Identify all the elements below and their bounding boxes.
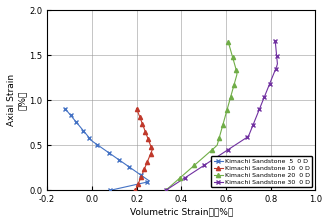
Y-axis label: Axial Strain
（%）: Axial Strain （%） — [7, 74, 26, 126]
Kimachi Sandstone  5  0 D — [107, 152, 111, 154]
Kimachi Sandstone 20  0 D — [234, 68, 238, 71]
Kimachi Sandstone 30  0 D — [263, 95, 266, 98]
Kimachi Sandstone 20  0 D — [221, 124, 225, 126]
Kimachi Sandstone 20  0 D — [226, 41, 230, 43]
Kimachi Sandstone 20  0 D — [231, 56, 235, 58]
Kimachi Sandstone 10  0 D — [149, 146, 153, 148]
Kimachi Sandstone 20  0 D — [232, 83, 236, 86]
Kimachi Sandstone  5  0 D — [139, 174, 143, 176]
Kimachi Sandstone 30  0 D — [274, 68, 278, 70]
X-axis label: Volumetric Strain　（%）: Volumetric Strain （%） — [130, 207, 233, 216]
Kimachi Sandstone 20  0 D — [192, 164, 196, 167]
Kimachi Sandstone 20  0 D — [178, 176, 182, 179]
Kimachi Sandstone 30  0 D — [245, 136, 249, 138]
Kimachi Sandstone  5  0 D — [87, 136, 91, 139]
Kimachi Sandstone 10  0 D — [135, 107, 139, 110]
Line: Kimachi Sandstone 30  0 D: Kimachi Sandstone 30 0 D — [164, 39, 279, 192]
Kimachi Sandstone  5  0 D — [145, 181, 149, 184]
Kimachi Sandstone  5  0 D — [75, 121, 79, 124]
Kimachi Sandstone 30  0 D — [267, 83, 271, 85]
Kimachi Sandstone 10  0 D — [143, 131, 147, 133]
Line: Kimachi Sandstone  5  0 D: Kimachi Sandstone 5 0 D — [63, 106, 149, 192]
Kimachi Sandstone 20  0 D — [164, 189, 167, 192]
Kimachi Sandstone  5  0 D — [127, 165, 131, 168]
Kimachi Sandstone 30  0 D — [164, 189, 167, 192]
Kimachi Sandstone 10  0 D — [138, 116, 142, 118]
Kimachi Sandstone 10  0 D — [136, 182, 140, 185]
Line: Kimachi Sandstone 10  0 D: Kimachi Sandstone 10 0 D — [133, 106, 153, 192]
Kimachi Sandstone 10  0 D — [139, 176, 143, 178]
Kimachi Sandstone 20  0 D — [225, 109, 229, 111]
Line: Kimachi Sandstone 20  0 D: Kimachi Sandstone 20 0 D — [164, 40, 238, 192]
Kimachi Sandstone 30  0 D — [251, 123, 255, 126]
Kimachi Sandstone 20  0 D — [210, 149, 214, 151]
Kimachi Sandstone 30  0 D — [202, 164, 206, 166]
Kimachi Sandstone 20  0 D — [217, 136, 221, 139]
Kimachi Sandstone 30  0 D — [183, 176, 187, 179]
Kimachi Sandstone 30  0 D — [226, 149, 230, 151]
Kimachi Sandstone  5  0 D — [63, 107, 67, 110]
Kimachi Sandstone 10  0 D — [142, 167, 146, 170]
Kimachi Sandstone  5  0 D — [117, 159, 121, 161]
Kimachi Sandstone 10  0 D — [149, 152, 153, 155]
Kimachi Sandstone 10  0 D — [134, 189, 138, 192]
Legend: Kimachi Sandstone  5  0 D, Kimachi Sandstone 10  0 D, Kimachi Sandstone 20  0 D,: Kimachi Sandstone 5 0 D, Kimachi Sandsto… — [211, 156, 312, 187]
Kimachi Sandstone 10  0 D — [146, 137, 150, 140]
Kimachi Sandstone  5  0 D — [81, 129, 85, 132]
Kimachi Sandstone 30  0 D — [257, 108, 261, 111]
Kimachi Sandstone 30  0 D — [275, 55, 279, 58]
Kimachi Sandstone 20  0 D — [229, 96, 233, 99]
Kimachi Sandstone  5  0 D — [69, 114, 73, 117]
Kimachi Sandstone  5  0 D — [108, 189, 112, 192]
Kimachi Sandstone 30  0 D — [273, 40, 277, 42]
Kimachi Sandstone 10  0 D — [140, 122, 144, 125]
Kimachi Sandstone 10  0 D — [145, 161, 149, 163]
Kimachi Sandstone  5  0 D — [95, 143, 99, 146]
